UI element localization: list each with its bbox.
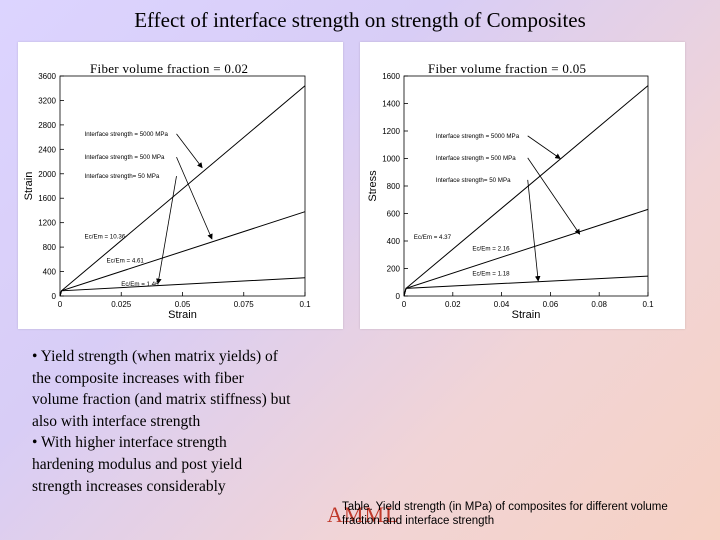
bullet-list: • Yield strength (when matrix yields) of… (32, 346, 292, 497)
x-tick-label: 0.04 (494, 300, 510, 309)
amml-logo: AMML (327, 502, 400, 527)
y-tick-label: 3600 (38, 72, 56, 81)
annotation-label: Ec/Em = 4.61 (107, 257, 145, 264)
y-tick-label: 2000 (38, 170, 56, 179)
y-axis-label: Strain (23, 172, 35, 201)
y-tick-label: 400 (387, 237, 401, 246)
annotation-arrow (176, 133, 203, 169)
y-tick-label: 800 (387, 182, 401, 191)
y-tick-label: 1600 (382, 72, 400, 81)
table-caption: Table. Yield strength (in MPa) of compos… (342, 501, 668, 527)
series-line (59, 85, 306, 297)
y-tick-label: 2400 (38, 145, 56, 154)
stress-strain-chart-volume-0-02: 0 400 800 1200 1600 2000 2400 2800 3200 3600 0 0.02… (23, 72, 311, 321)
bullet-item: • With higher interface strength hardeni… (32, 434, 243, 495)
series-line (59, 211, 306, 297)
y-tick-label: 3200 (38, 96, 56, 105)
annotation-arrow (527, 135, 561, 159)
x-tick-label: 0.1 (642, 300, 654, 309)
x-axis-label: Strain (512, 309, 541, 321)
x-tick-label: 0 (58, 300, 63, 309)
y-tick-label: 1400 (382, 100, 400, 109)
annotation-arrow (527, 179, 541, 282)
series-line (403, 208, 649, 297)
annotation-label: Ec/Em = 4.37 (414, 234, 452, 241)
y-tick-label: 0 (52, 292, 57, 301)
y-tick-label: 800 (43, 243, 57, 252)
bullet-item: • Yield strength (when matrix yields) of… (32, 348, 291, 430)
y-tick-label: 0 (396, 292, 401, 301)
chart-title: Fiber volume fraction = 0.05 (428, 61, 587, 76)
series-line (403, 275, 649, 297)
annotation-arrow (176, 156, 213, 240)
x-tick-label: 0 (402, 300, 407, 309)
x-axis-label: Strain (168, 309, 197, 321)
plot-frame (403, 75, 649, 297)
series-line (59, 277, 306, 297)
annotation-label: Interface strength = 5000 MPa (85, 131, 169, 138)
annotation-label: Interface strength= 50 MPa (436, 177, 511, 184)
annotation-label: Ec/Em = 1.18 (472, 270, 510, 277)
x-tick-label: 0.08 (591, 300, 607, 309)
plot-frame (59, 75, 306, 297)
y-tick-label: 400 (43, 268, 57, 277)
chart-panel-volume-0-02: 0 400 800 1200 1600 2000 2400 2800 3200 3600 0 0.02… (18, 42, 343, 329)
y-tick-label: 1200 (38, 219, 56, 228)
annotation-label: Ec/Em = 10.36 (85, 234, 126, 241)
y-tick-label: 1200 (382, 127, 400, 136)
y-tick-label: 1600 (38, 194, 56, 203)
y-tick-label: 600 (387, 210, 401, 219)
page-title: Effect of interface strength on strength… (134, 8, 586, 32)
x-tick-label: 0.06 (543, 300, 559, 309)
x-tick-label: 0.05 (175, 300, 191, 309)
annotation-arrow (527, 157, 581, 235)
annotation-arrow (156, 175, 177, 285)
annotation-label: Ec/Em = 2.16 (472, 246, 510, 253)
chart-panel-volume-0-05: 0 200 400 600 800 1000 1200 1400 1600 0 0.02 0.04 0.… (360, 42, 685, 329)
annotation-label: Interface strength= 50 MPa (85, 173, 160, 180)
y-tick-label: 1000 (382, 155, 400, 164)
annotation-label: Interface strength = 500 MPa (436, 155, 517, 162)
y-tick-label: 2800 (38, 121, 56, 130)
annotation-label: Interface strength = 500 MPa (85, 154, 166, 161)
annotation-label: Ec/Em = 1.46 (121, 281, 159, 288)
annotation-label: Interface strength = 5000 MPa (436, 133, 520, 140)
series-line (403, 85, 649, 297)
stress-strain-chart-volume-0-05: 0 200 400 600 800 1000 1200 1400 1600 0 0.02 0.04 0.… (367, 72, 654, 321)
y-tick-label: 200 (387, 265, 401, 274)
y-axis-label: Stress (367, 170, 379, 202)
x-tick-label: 0.02 (445, 300, 461, 309)
x-tick-label: 0.025 (111, 300, 132, 309)
x-tick-label: 0.1 (299, 300, 311, 309)
x-tick-label: 0.075 (234, 300, 255, 309)
chart-title: Fiber volume fraction = 0.02 (90, 61, 249, 76)
